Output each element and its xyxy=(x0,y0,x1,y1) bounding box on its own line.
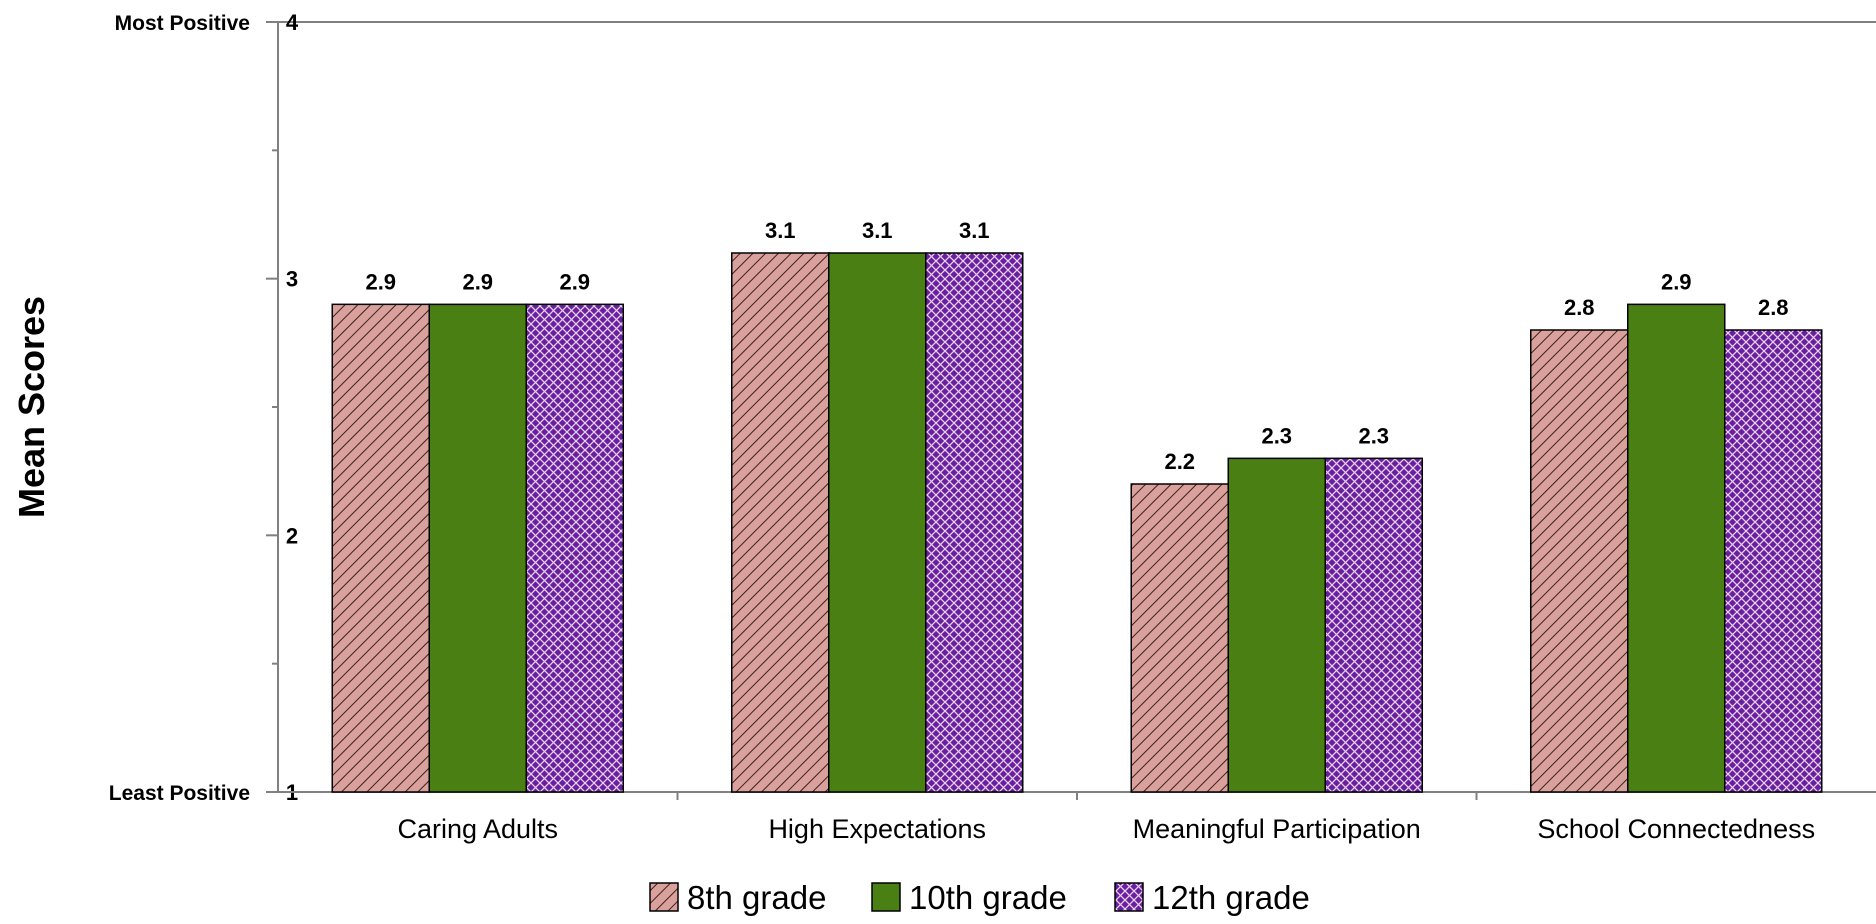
bar-12th-grade xyxy=(1324,457,1423,793)
data-label: 2.8 xyxy=(1758,295,1789,320)
data-label: 2.9 xyxy=(462,269,493,294)
legend-label-10th-grade: 10th grade xyxy=(909,879,1067,916)
bar-12th-grade xyxy=(1724,329,1823,793)
data-label: 3.1 xyxy=(959,218,990,243)
bar-8th-grade xyxy=(731,252,830,793)
data-label: 2.9 xyxy=(365,269,396,294)
bar-8th-grade xyxy=(331,303,430,793)
legend-swatch-10th-grade xyxy=(871,882,901,912)
data-label: 2.8 xyxy=(1564,295,1595,320)
y-tick-label: 2 xyxy=(286,523,298,548)
y-tick-label: 3 xyxy=(286,267,298,292)
x-tick-label: School Connectedness xyxy=(1537,814,1815,844)
x-tick-label: Meaningful Participation xyxy=(1133,814,1421,844)
x-tick-label: Caring Adults xyxy=(397,814,558,844)
data-label: 3.1 xyxy=(862,218,893,243)
data-label: 2.3 xyxy=(1358,423,1389,448)
data-label: 2.2 xyxy=(1164,449,1195,474)
category-labels: Caring Adults High Expectations Meaningful… xyxy=(397,792,1815,844)
data-label: 3.1 xyxy=(765,218,796,243)
data-label: 2.9 xyxy=(559,269,590,294)
x-tick-label: High Expectations xyxy=(768,814,986,844)
data-label: 2.9 xyxy=(1661,269,1692,294)
data-labels: 2.9 2.9 2.9 3.1 3.1 3.1 2.2 2.3 2.3 2.8 2.9 2.8 xyxy=(365,218,1788,474)
bar-10th-grade xyxy=(1627,303,1726,793)
y-max-label: Most Positive xyxy=(115,12,250,35)
y-tick-label: 4 xyxy=(286,10,299,35)
legend: 8th grade 10th grade 12th grade xyxy=(649,879,1310,916)
legend-label-8th-grade: 8th grade xyxy=(687,879,826,916)
bar-10th-grade xyxy=(1227,457,1326,793)
y-axis-title: Mean Scores xyxy=(11,296,52,518)
legend-swatch-12th-grade xyxy=(1114,882,1144,912)
data-label: 2.3 xyxy=(1261,423,1292,448)
bars xyxy=(331,252,1823,793)
legend-label-12th-grade: 12th grade xyxy=(1152,879,1310,916)
y-min-label: Least Positive xyxy=(109,782,250,805)
bar-12th-grade xyxy=(925,252,1024,793)
legend-swatch-8th-grade xyxy=(649,882,679,912)
bar-8th-grade xyxy=(1130,483,1229,793)
bar-8th-grade xyxy=(1530,329,1629,793)
bar-10th-grade xyxy=(428,303,527,793)
bar-12th-grade xyxy=(525,303,624,793)
bar-10th-grade xyxy=(828,252,927,793)
